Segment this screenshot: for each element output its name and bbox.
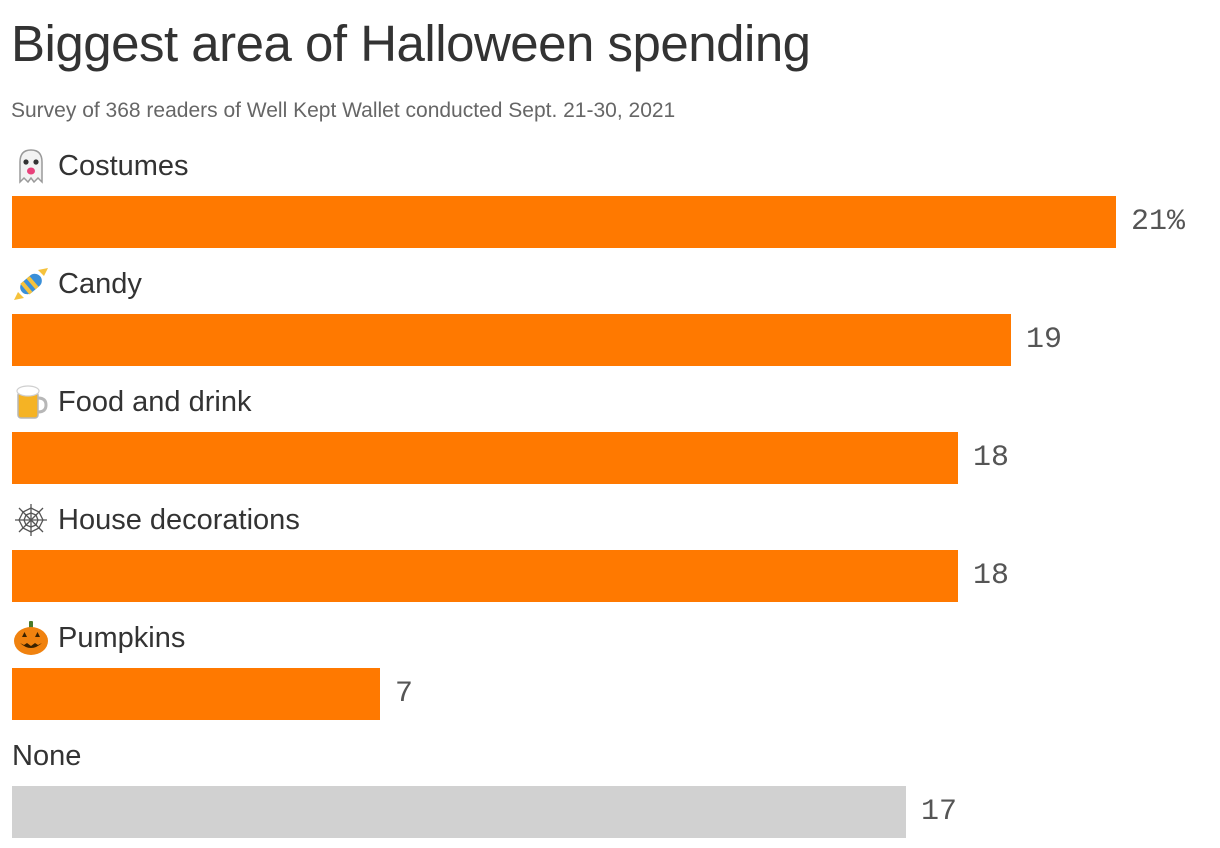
category-label: Pumpkins — [12, 620, 185, 656]
value-label: 17 — [921, 795, 958, 829]
bar — [12, 432, 958, 484]
bar — [12, 550, 958, 602]
chart-title: Biggest area of Halloween spending — [11, 15, 811, 72]
bar-chart: Costumes 21% Candy 19 Food and drink 18 House … — [0, 140, 1220, 848]
category-label-text: House decorations — [58, 504, 300, 536]
value-label: 18 — [973, 441, 1010, 475]
category-label: Candy — [12, 266, 142, 302]
category-label-text: Pumpkins — [58, 622, 186, 654]
category-label: Food and drink — [12, 384, 251, 420]
category-label: Costumes — [12, 148, 189, 184]
category-label-text: None — [12, 740, 82, 772]
spider-web-icon — [12, 502, 50, 538]
value-label: 21% — [1131, 205, 1186, 239]
category-label-text: Candy — [58, 268, 142, 300]
value-label: 18 — [973, 559, 1010, 593]
category-label-text: Food and drink — [58, 386, 252, 418]
bar-row: Costumes 21% — [0, 140, 1220, 258]
ghost-icon — [12, 148, 50, 184]
category-label-text: Costumes — [58, 150, 189, 182]
bar-row: None 17 — [0, 730, 1220, 848]
jack-o-lantern-icon — [12, 620, 50, 656]
candy-icon — [12, 266, 50, 302]
category-label: House decorations — [12, 502, 300, 538]
bar-row: Food and drink 18 — [0, 376, 1220, 494]
bar-row: House decorations 18 — [0, 494, 1220, 612]
bar — [12, 196, 1116, 248]
bar — [12, 786, 906, 838]
value-label: 19 — [1026, 323, 1063, 357]
value-label: 7 — [395, 677, 414, 711]
bar-row: Pumpkins 7 — [0, 612, 1220, 730]
bar — [12, 314, 1011, 366]
beer-mug-icon — [12, 384, 50, 420]
category-label: None — [12, 738, 81, 774]
chart-subtitle: Survey of 368 readers of Well Kept Walle… — [11, 99, 676, 122]
bar-row: Candy 19 — [0, 258, 1220, 376]
bar — [12, 668, 380, 720]
